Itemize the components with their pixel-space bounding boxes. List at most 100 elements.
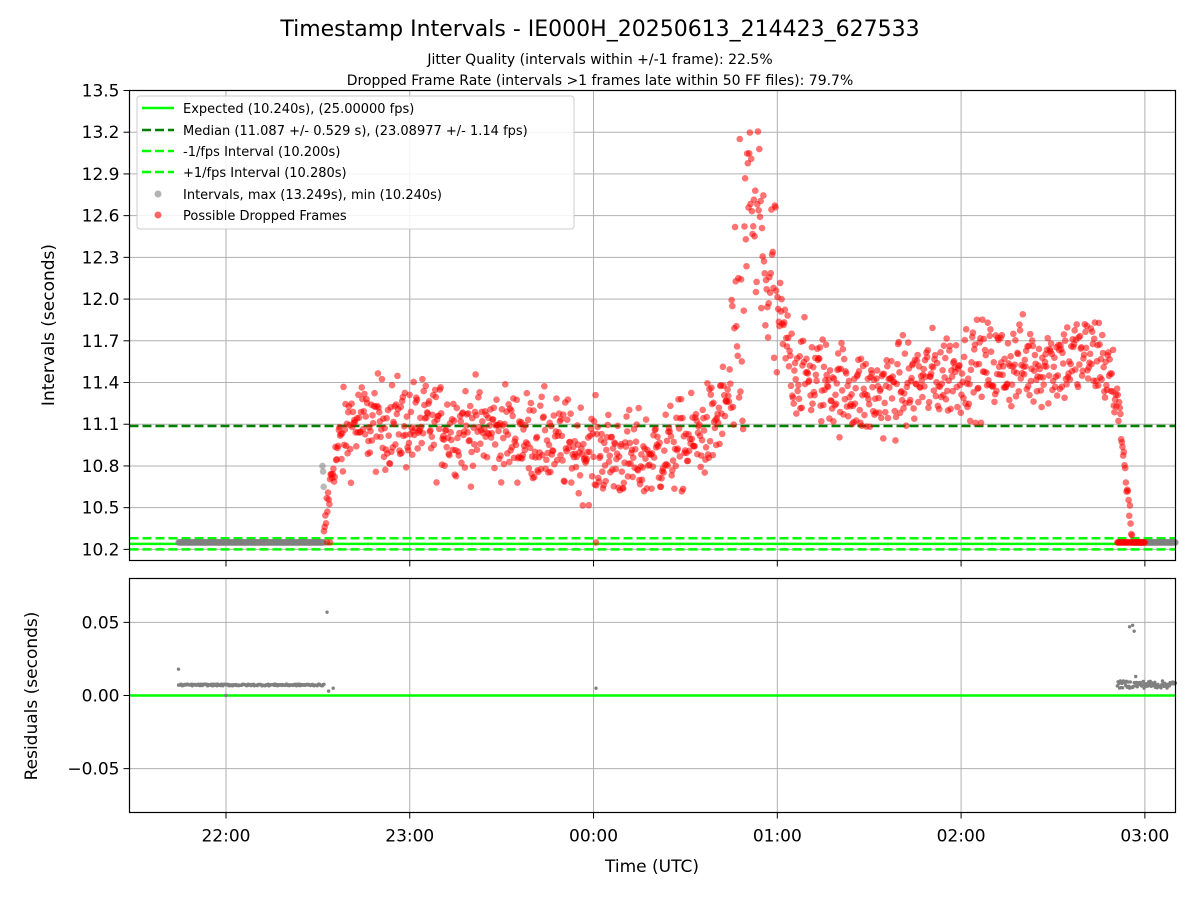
top-y-tick-label: 10.8 — [82, 457, 120, 477]
dropped-frame-point — [987, 326, 994, 333]
dropped-frame-point — [691, 443, 698, 450]
dropped-frame-point — [842, 370, 850, 377]
dropped-frame-point — [508, 407, 515, 414]
dropped-frame-point — [519, 451, 527, 459]
dropped-frame-point — [667, 402, 674, 410]
dropped-frame-point — [877, 386, 884, 393]
dropped-frame-point — [895, 338, 903, 346]
dropped-frame-point — [333, 456, 341, 463]
dropped-frame-point — [1031, 351, 1039, 359]
dropped-frame-point — [598, 468, 606, 475]
dropped-frame-point — [427, 427, 434, 434]
legend-label-intervals: Intervals, max (13.249s), min (10.240s) — [183, 188, 442, 203]
dropped-frame-point — [596, 452, 604, 460]
dropped-frame-point — [643, 485, 651, 492]
dropped-frame-point — [908, 374, 915, 382]
dropped-frame-point — [1014, 350, 1022, 358]
dropped-frame-point — [361, 430, 369, 438]
dropped-frame-point — [932, 392, 940, 400]
dropped-frame-point — [432, 393, 440, 401]
dropped-frame-point — [718, 430, 726, 438]
dropped-frame-point — [982, 351, 990, 359]
dropped-frame-point — [338, 455, 345, 463]
dropped-frame-point — [706, 437, 714, 445]
bottom-panel: −0.05 0.00 0.05 22:00 23:00 00:00 01:00 02:00 0… — [22, 577, 1178, 877]
dropped-frame-point — [918, 377, 926, 385]
dropped-frame-point — [1029, 342, 1037, 350]
dropped-frame-point — [1098, 331, 1106, 339]
dropped-frame-point — [803, 355, 810, 363]
dropped-frame-point — [820, 363, 828, 371]
dropped-frame-point — [793, 410, 800, 417]
dropped-frame-point — [724, 386, 731, 393]
dropped-frame-point — [514, 479, 521, 487]
legend-box — [136, 95, 575, 230]
dropped-frame-point — [579, 502, 587, 509]
dropped-frame-point — [751, 187, 759, 194]
dropped-frame-point — [359, 425, 367, 433]
dropped-frame-point — [972, 419, 979, 427]
dropped-frame-point — [756, 145, 763, 153]
dropped-frame-point — [488, 429, 496, 437]
dropped-frame-point — [614, 422, 622, 430]
dropped-frame-point — [648, 485, 655, 492]
dropped-frame-point — [433, 479, 440, 486]
dropped-frame-point — [685, 447, 693, 455]
dropped-frame-point — [448, 436, 455, 444]
dropped-frame-point — [950, 357, 958, 365]
dropped-frame-point — [559, 457, 566, 464]
dropped-frame-point — [809, 363, 817, 371]
dropped-frame-point — [638, 476, 646, 484]
dropped-frame-point — [1076, 332, 1084, 340]
dropped-frame-point — [1073, 321, 1080, 328]
dropped-frame-point — [468, 448, 475, 456]
dropped-frame-point — [402, 464, 410, 471]
dropped-frame-point — [1011, 361, 1018, 368]
dropped-frame-point — [865, 401, 873, 408]
dropped-frame-point — [626, 439, 634, 447]
dropped-frame-point — [650, 454, 658, 461]
dropped-frame-point — [553, 395, 560, 402]
dropped-frame-point — [367, 427, 374, 435]
dropped-frame-point — [737, 276, 745, 283]
dropped-frame-point — [326, 539, 334, 546]
dropped-frame-point — [1082, 328, 1089, 336]
dropped-frame-point — [860, 385, 868, 393]
dropped-frame-point — [340, 383, 347, 391]
dropped-frame-point — [954, 403, 961, 411]
dropped-frame-point — [430, 441, 438, 449]
dropped-frame-point — [1043, 363, 1050, 370]
dropped-frame-point — [1080, 351, 1088, 358]
dropped-frame-point — [527, 399, 535, 407]
legend: Expected (10.240s), (25.00000 fps) Media… — [136, 95, 575, 230]
dropped-frame-point — [623, 428, 631, 435]
bottom-y-tick-label: 0.05 — [82, 613, 120, 633]
residual-point — [1132, 629, 1136, 633]
dropped-frame-point — [1114, 391, 1122, 399]
dropped-frame-point — [431, 386, 439, 394]
dropped-frame-point — [767, 269, 775, 277]
dropped-frame-point — [669, 457, 677, 464]
bottom-y-axis-label: Residuals (seconds) — [22, 612, 42, 781]
dropped-frame-point — [397, 403, 405, 411]
dropped-frame-point — [349, 408, 357, 416]
dropped-frame-point — [407, 408, 415, 416]
dropped-frame-point — [924, 346, 932, 354]
dropped-frame-point — [501, 420, 508, 428]
dropped-frame-point — [576, 472, 584, 479]
dropped-frame-point — [947, 405, 954, 413]
legend-entry-expected: Expected (10.240s), (25.00000 fps) — [142, 102, 414, 117]
dropped-frame-point — [668, 472, 676, 479]
dropped-frame-point — [698, 452, 705, 459]
dropped-frame-point — [749, 223, 757, 230]
dropped-frame-point — [748, 207, 756, 215]
dropped-frame-point — [1126, 502, 1134, 509]
dropped-frame-point — [490, 404, 498, 412]
dropped-frame-point — [851, 400, 859, 407]
dropped-frame-point — [894, 360, 901, 368]
dropped-frame-point — [960, 353, 968, 361]
dropped-frame-point — [875, 409, 883, 416]
dropped-frame-point — [1051, 354, 1058, 361]
dropped-frame-point — [1001, 355, 1008, 363]
dropped-frame-point — [770, 354, 778, 362]
